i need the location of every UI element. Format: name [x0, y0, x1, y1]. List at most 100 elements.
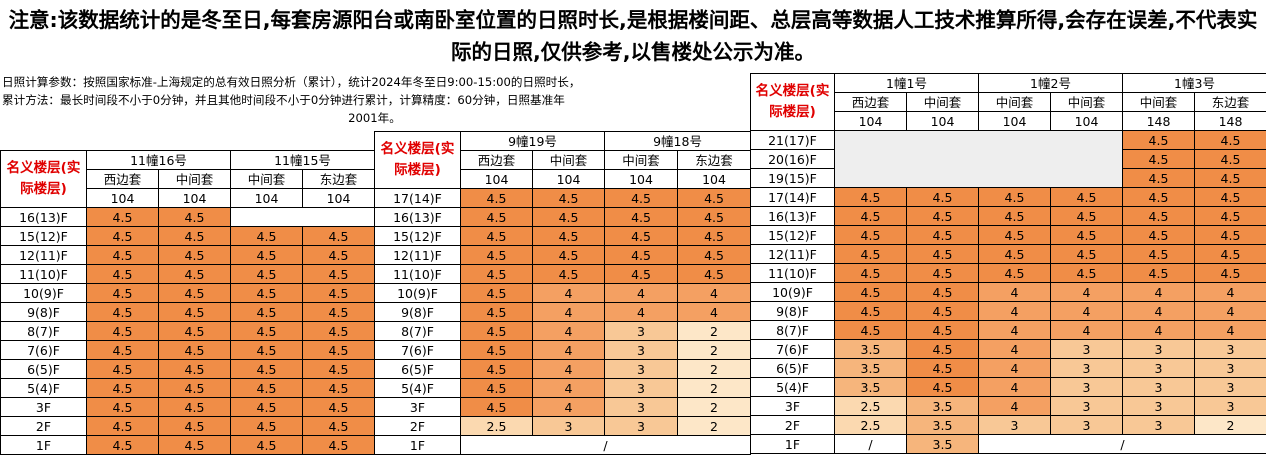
table-row: 7(6)F 4.5 4.5 4.5 4.5: [0, 340, 375, 360]
table-row: 17(14)F 4.5 4.5 4.5 4.5: [374, 188, 752, 208]
sunlight-hours-cell: 4.5: [86, 264, 159, 284]
floor-cell: 16(13)F: [750, 206, 835, 226]
table-row: 2F 4.5 4.5 4.5 4.5: [0, 416, 375, 436]
table-row: 15(12)F 4.5 4.5 4.5 4.5 4.5 4.5: [750, 225, 1266, 245]
sunlight-hours-cell: 3: [1050, 358, 1123, 378]
sunlight-hours-cell: 3: [978, 415, 1051, 435]
sunlight-hours-cell: 4.5: [1194, 168, 1266, 188]
sunlight-hours-cell: 4.5: [302, 283, 375, 303]
sunlight-hours-cell: 3.5: [834, 339, 907, 359]
table-row: 3F 4.5 4 3 2: [374, 397, 752, 417]
sunlight-hours-cell: 4.5: [230, 321, 303, 341]
sunlight-hours-cell: 3: [604, 416, 679, 436]
sunlight-hours-cell: 4.5: [230, 302, 303, 322]
sunlight-hours-cell: 4.5: [1050, 244, 1123, 264]
sunlight-hours-cell: 3: [1122, 415, 1195, 435]
unit-name: 中间套: [531, 150, 606, 170]
floor-cell: 7(6)F: [374, 340, 461, 360]
sunlight-hours-cell: 4.5: [302, 321, 375, 341]
floor-cell: 12(11)F: [750, 244, 835, 264]
sunlight-hours-cell: 4: [1122, 320, 1195, 340]
sunlight-hours-cell: 3.5: [834, 377, 907, 397]
sunlight-hours-cell: 4: [531, 283, 606, 303]
floor-cell: 10(9)F: [374, 283, 461, 303]
sunlight-hours-cell: 3: [604, 397, 679, 417]
sunlight-hours-cell: 4.5: [906, 358, 979, 378]
sunlight-hours-cell: 4: [978, 396, 1051, 416]
unit-name: 西边套: [86, 169, 159, 189]
table-row: 10(9)F 4.5 4 4 4: [374, 283, 752, 303]
sunlight-hours-cell: 4: [1194, 301, 1266, 321]
floor-cell: 17(14)F: [750, 187, 835, 207]
table-row: 3F 4.5 4.5 4.5 4.5: [0, 397, 375, 417]
floor-cell: 21(17)F: [750, 130, 835, 150]
table-row: 3F 2.5 3.5 4 3 3 3: [750, 396, 1266, 416]
sunlight-hours-cell: 4.5: [906, 244, 979, 264]
sunlight-hours-cell: 4.5: [1194, 206, 1266, 226]
table-row: 1F 4.5 4.5 4.5 4.5: [0, 435, 375, 455]
unit-area: 148: [1194, 111, 1266, 131]
floor-cell: 10(9)F: [0, 283, 87, 303]
floor-cell: 5(4)F: [750, 377, 835, 397]
unit-area: 104: [906, 111, 979, 131]
sunlight-hours-cell: 4.5: [531, 188, 606, 208]
sunlight-hours-cell: 4.5: [158, 226, 231, 246]
floor-cell: 1F: [750, 434, 835, 454]
sunlight-hours-cell: 3: [1050, 339, 1123, 359]
sunlight-hours-cell: 4.5: [230, 435, 303, 455]
sunlight-hours-cell: 4.5: [230, 378, 303, 398]
sunlight-hours-cell: 4.5: [677, 264, 752, 284]
table-row: 5(4)F 4.5 4 3 2: [374, 378, 752, 398]
sunlight-hours-cell: 4: [978, 377, 1051, 397]
floor-cell: 11(10)F: [374, 264, 461, 284]
sunlight-hours-cell: 4.5: [978, 263, 1051, 283]
sunlight-hours-cell: 4.5: [906, 225, 979, 245]
floor-cell: 5(4)F: [0, 378, 87, 398]
sunlight-hours-cell: 4.5: [158, 378, 231, 398]
table-row: 6(5)F 4.5 4.5 4.5 4.5: [0, 359, 375, 379]
floor-label-header: 名义楼层(实际楼层): [0, 150, 87, 208]
sunlight-hours-cell: 4.5: [302, 302, 375, 322]
sunlight-hours-cell: 4.5: [302, 416, 375, 436]
sunlight-hours-cell: 4.5: [531, 245, 606, 265]
unit-area: 104: [460, 169, 533, 189]
sunlight-hours-cell: 4.5: [302, 435, 375, 455]
sunlight-hours-cell: 4: [978, 339, 1051, 359]
unit-name: 中间套: [230, 169, 303, 189]
unit-area: 104: [230, 188, 303, 208]
floor-cell: 2F: [374, 416, 461, 436]
building-header-row: 名义楼层(实际楼层) 11幢16号 11幢15号: [0, 150, 375, 208]
unit-area: 104: [604, 169, 679, 189]
floor-cell: 19(15)F: [750, 168, 835, 188]
sunlight-hours-cell: 4.5: [158, 435, 231, 455]
unit-name: 中间套: [978, 92, 1051, 112]
floor-cell: 3F: [0, 397, 87, 417]
table-row: 16(13)F 4.5 4.5 4.5 4.5 4.5 4.5: [750, 206, 1266, 226]
unit-area: 104: [1050, 111, 1123, 131]
params-line-2: 累计方法：最长时间段不小于0分钟，并且其他时间段不小于0分钟进行累计，计算精度：…: [2, 93, 565, 107]
sunlight-hours-cell: 4.5: [460, 321, 533, 341]
sunlight-hours-cell: 4: [531, 340, 606, 360]
sunlight-hours-cell: 4.5: [1122, 206, 1195, 226]
table-building-11: 名义楼层(实际楼层) 11幢16号 11幢15号 西边套 中间套 中间套 东边套 104 104…: [0, 150, 375, 455]
floor-label-header: 名义楼层(实际楼层): [750, 73, 835, 131]
sunlight-hours-cell: 4: [531, 302, 606, 322]
sunlight-hours-cell: 4.5: [158, 340, 231, 360]
sunlight-hours-cell: 4.5: [460, 207, 533, 227]
sunlight-hours-cell: 2: [677, 416, 752, 436]
empty-block: [834, 130, 1123, 188]
sunlight-hours-cell: 4.5: [906, 339, 979, 359]
sunlight-hours-cell: 2: [677, 397, 752, 417]
sunlight-hours-cell: 4: [1050, 320, 1123, 340]
table-row: 5(4)F 4.5 4.5 4.5 4.5: [0, 378, 375, 398]
sunlight-hours-cell: 4: [531, 378, 606, 398]
sunlight-hours-cell: 4.5: [158, 321, 231, 341]
unit-area: 104: [834, 111, 907, 131]
sunlight-hours-cell: 4.5: [302, 340, 375, 360]
sunlight-hours-cell: 4.5: [677, 207, 752, 227]
sunlight-hours-cell: 4.5: [460, 302, 533, 322]
unit-area: 104: [158, 188, 231, 208]
sunlight-hours-cell: 4.5: [460, 226, 533, 246]
sunlight-hours-cell: 4.5: [460, 397, 533, 417]
floor-cell: 1F: [374, 435, 461, 455]
